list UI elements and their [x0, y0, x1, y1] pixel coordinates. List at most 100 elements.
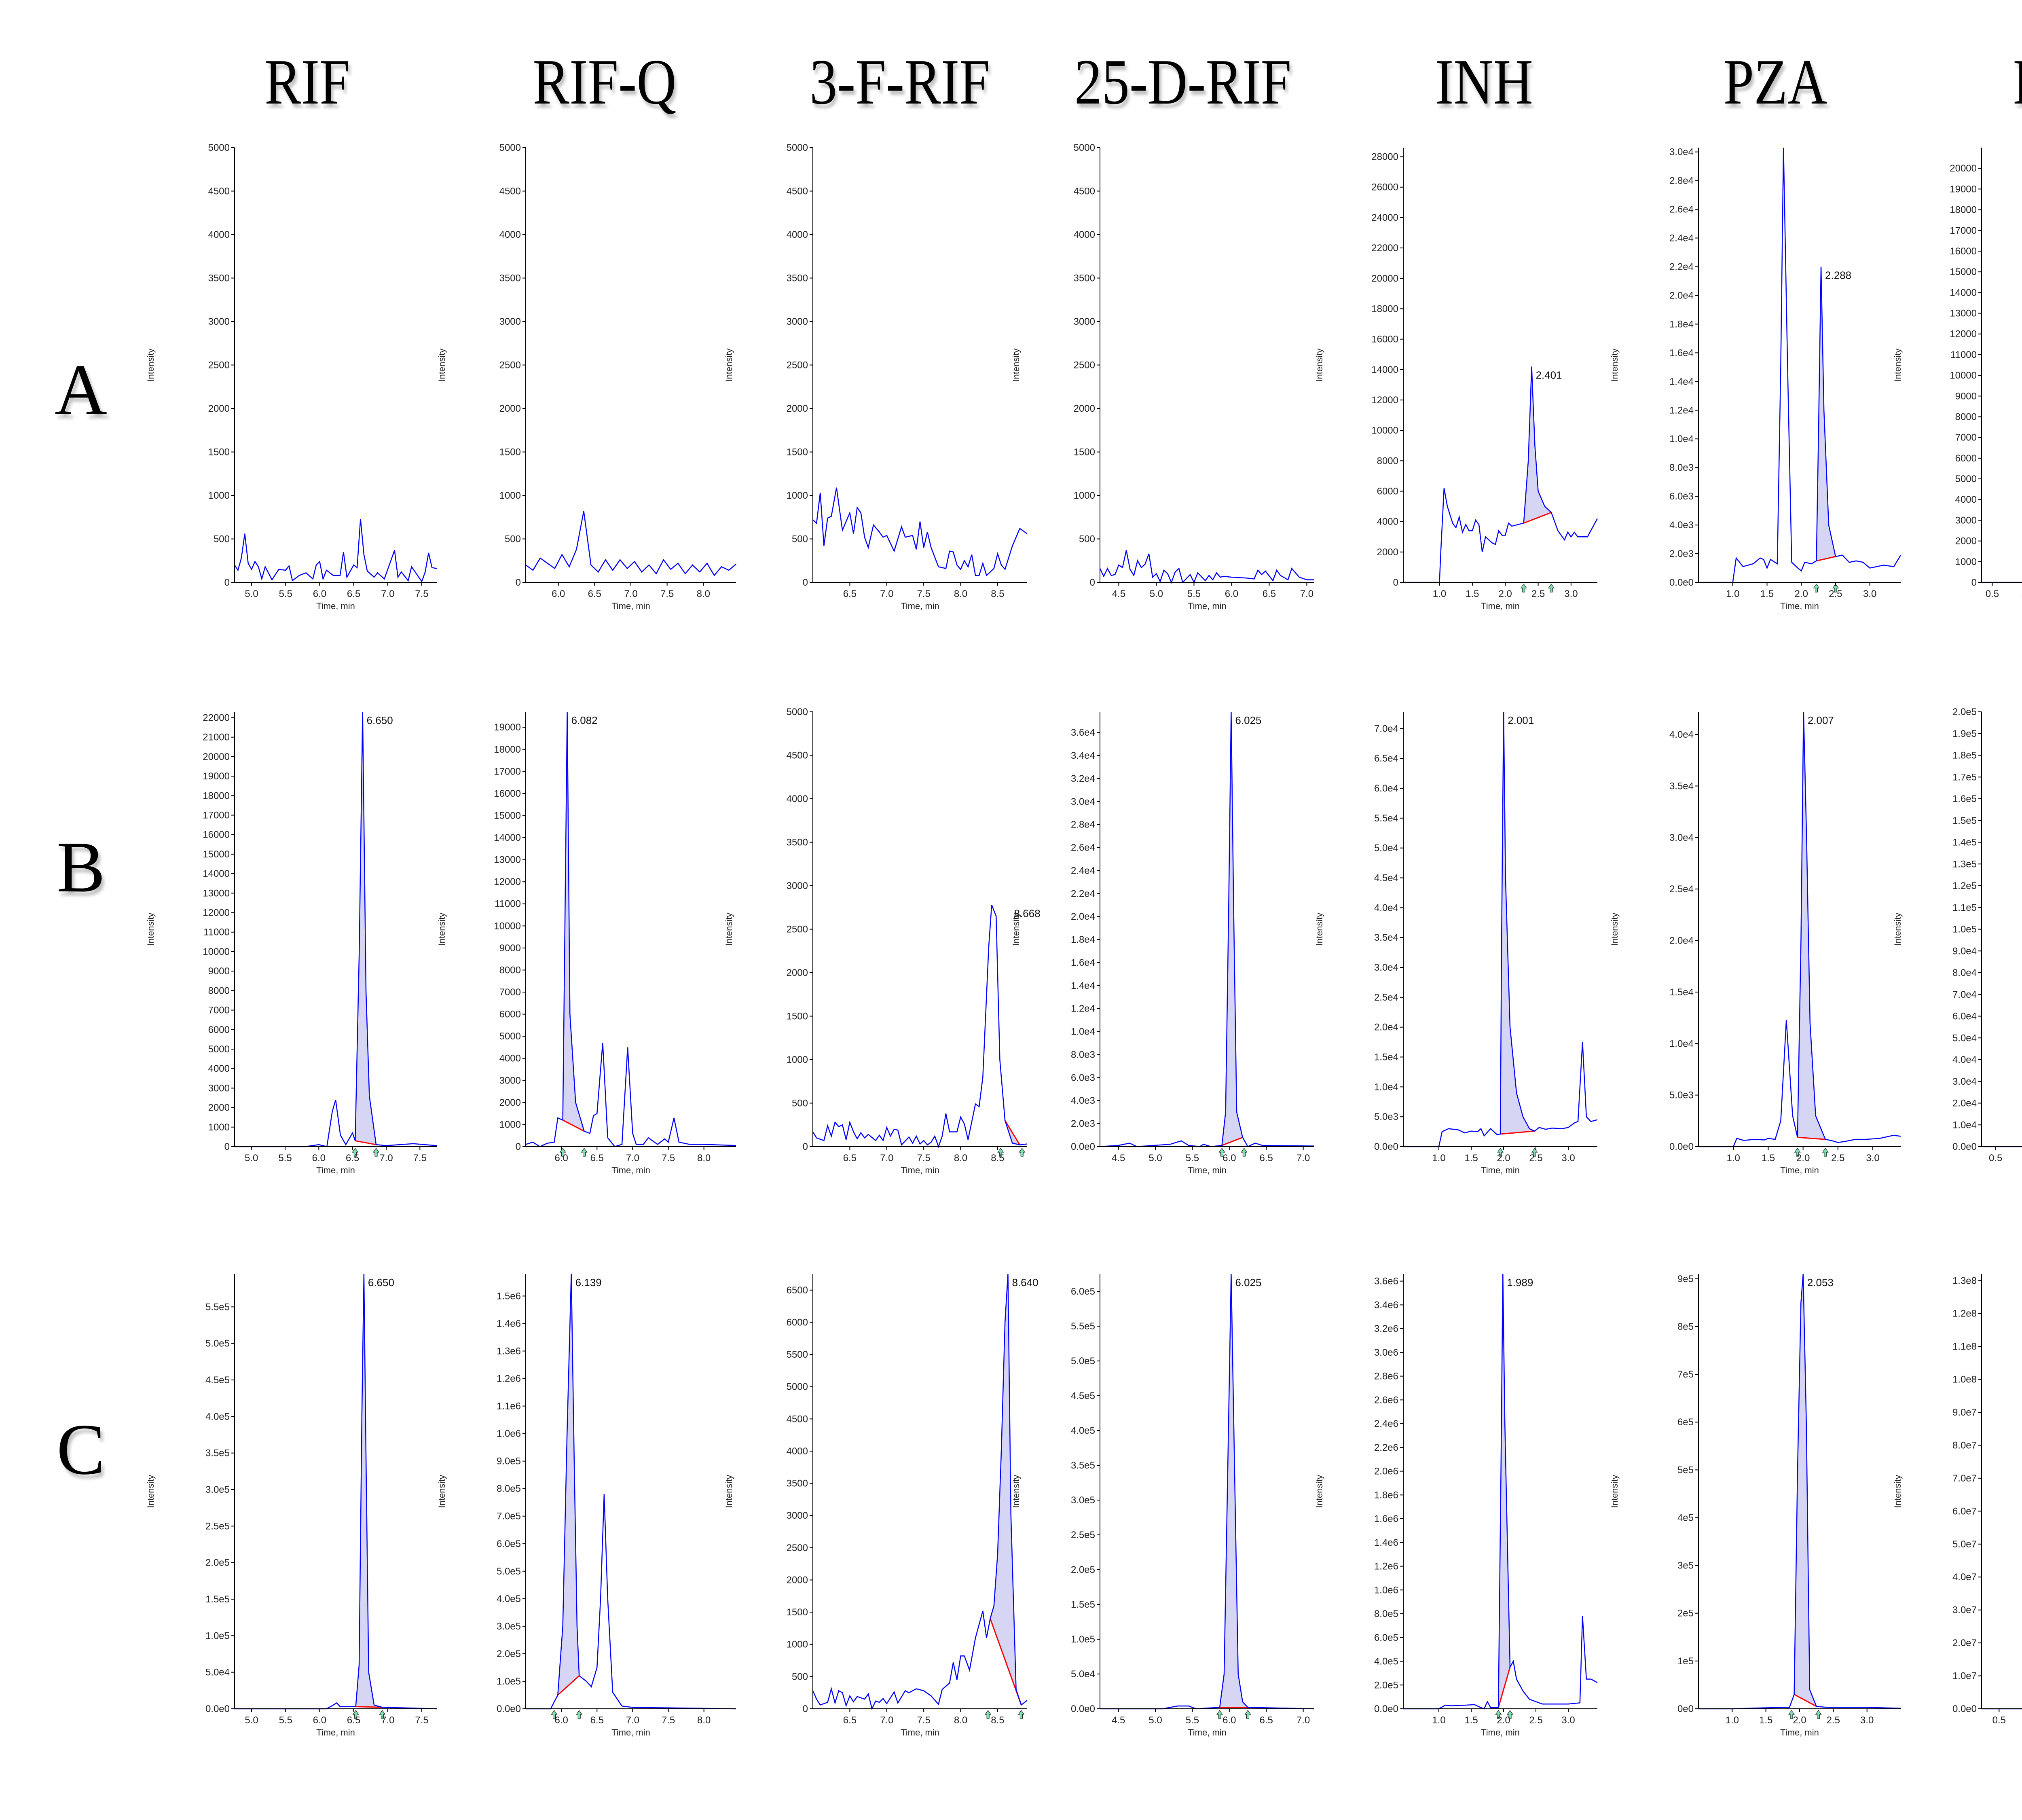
- svg-text:6.0e3: 6.0e3: [1071, 1072, 1095, 1083]
- svg-text:6.5: 6.5: [843, 588, 857, 599]
- svg-text:9e5: 9e5: [1677, 1274, 1694, 1285]
- svg-text:5.0: 5.0: [245, 1715, 258, 1726]
- svg-text:Intensity: Intensity: [146, 913, 156, 946]
- svg-text:1000: 1000: [1074, 490, 1095, 501]
- svg-text:5.0e3: 5.0e3: [1669, 1090, 1694, 1101]
- svg-text:Intensity: Intensity: [724, 349, 734, 382]
- svg-text:1.0e5: 1.0e5: [1952, 924, 1977, 935]
- svg-text:5000: 5000: [499, 1031, 521, 1042]
- svg-text:7.0: 7.0: [379, 1153, 393, 1164]
- svg-text:2.2e4: 2.2e4: [1669, 261, 1694, 272]
- svg-text:5e5: 5e5: [1677, 1464, 1694, 1475]
- svg-text:1000: 1000: [787, 1054, 808, 1065]
- svg-text:22000: 22000: [1371, 243, 1398, 254]
- svg-text:5.0: 5.0: [245, 1153, 258, 1164]
- svg-text:1.4e4: 1.4e4: [1071, 980, 1095, 991]
- svg-text:2500: 2500: [208, 360, 230, 371]
- svg-text:8.0: 8.0: [954, 1153, 967, 1164]
- svg-text:4.0e3: 4.0e3: [1071, 1095, 1095, 1106]
- svg-text:0.0e0: 0.0e0: [497, 1704, 521, 1714]
- row-label-c: C: [56, 1409, 106, 1490]
- svg-text:0.0e0: 0.0e0: [1071, 1141, 1095, 1152]
- svg-text:3.2e6: 3.2e6: [1374, 1323, 1398, 1334]
- svg-text:0.0e0: 0.0e0: [205, 1704, 230, 1714]
- svg-text:3.0e6: 3.0e6: [1374, 1347, 1398, 1358]
- svg-text:4000: 4000: [208, 1063, 230, 1074]
- svg-text:10000: 10000: [494, 921, 521, 931]
- svg-text:2.5: 2.5: [1829, 588, 1842, 599]
- svg-text:Time, min: Time, min: [1188, 1727, 1227, 1737]
- svg-text:8.5: 8.5: [991, 1153, 1004, 1164]
- svg-text:3.0: 3.0: [1561, 1153, 1575, 1164]
- svg-text:15000: 15000: [203, 849, 230, 860]
- svg-text:3.6e4: 3.6e4: [1071, 727, 1095, 738]
- svg-text:2.0e7: 2.0e7: [1952, 1638, 1977, 1649]
- svg-text:9.0e5: 9.0e5: [497, 1456, 521, 1467]
- chromatogram-b-pza: 0.0e0 5.0e3 1.0e4 1.5e4 2.0e4 2.5e4 3.0e4 3.5e4…: [1593, 688, 1917, 1213]
- svg-text:5.0: 5.0: [1150, 588, 1163, 599]
- svg-text:12000: 12000: [203, 908, 230, 918]
- svg-text:5.5: 5.5: [279, 1715, 292, 1726]
- chromatogram-a-pza: 0.0e0 2.0e3 4.0e3 6.0e3 8.0e3 1.0e4 1.2e4 1.4e4…: [1593, 123, 1917, 649]
- svg-text:3.0: 3.0: [1860, 1715, 1874, 1726]
- svg-text:20000: 20000: [1950, 163, 1977, 174]
- svg-text:500: 500: [792, 1098, 808, 1109]
- svg-text:5.0e5: 5.0e5: [497, 1566, 521, 1577]
- svg-text:Time, min: Time, min: [1188, 601, 1227, 611]
- chromatogram-c-3-f-rif: 0 500 1000 1500 2000 2500 3000 3500 4000 4500 5000…: [708, 1250, 1043, 1776]
- svg-text:6.139: 6.139: [575, 1276, 602, 1289]
- svg-text:1500: 1500: [208, 447, 230, 458]
- svg-text:2000: 2000: [499, 403, 521, 414]
- svg-text:1000: 1000: [499, 490, 521, 501]
- svg-text:1.4e6: 1.4e6: [497, 1318, 521, 1329]
- svg-text:2.6e6: 2.6e6: [1374, 1395, 1398, 1405]
- svg-text:1.2e6: 1.2e6: [1374, 1561, 1398, 1572]
- svg-text:1.2e6: 1.2e6: [497, 1373, 521, 1384]
- svg-text:2500: 2500: [787, 1543, 808, 1553]
- svg-text:15000: 15000: [1950, 267, 1977, 277]
- svg-text:Time, min: Time, min: [1780, 1727, 1819, 1737]
- svg-text:7.5: 7.5: [415, 588, 428, 599]
- svg-text:3.5e5: 3.5e5: [205, 1448, 230, 1459]
- svg-text:2.5: 2.5: [1529, 1715, 1542, 1726]
- chromatogram-a-rif: 0 500 1000 1500 2000 2500 3000 3500 4000 4500 5000…: [129, 123, 453, 649]
- svg-text:2.0e4: 2.0e4: [1071, 911, 1095, 922]
- svg-text:Time, min: Time, min: [316, 601, 355, 611]
- svg-text:18000: 18000: [1371, 303, 1398, 314]
- svg-text:1.9e5: 1.9e5: [1952, 728, 1977, 739]
- svg-text:1000: 1000: [208, 490, 230, 501]
- svg-text:0: 0: [516, 1141, 521, 1152]
- svg-text:6.5: 6.5: [346, 1153, 359, 1164]
- svg-text:6.5e4: 6.5e4: [1374, 753, 1398, 764]
- svg-text:1.5: 1.5: [1466, 588, 1479, 599]
- svg-text:5000: 5000: [787, 1382, 808, 1393]
- svg-text:3000: 3000: [499, 316, 521, 327]
- svg-text:24000: 24000: [1371, 212, 1398, 223]
- svg-text:6500: 6500: [787, 1285, 808, 1296]
- svg-text:Intensity: Intensity: [1011, 349, 1021, 382]
- svg-text:6.650: 6.650: [367, 714, 393, 726]
- chromatogram-b-3-f-rif: 0 500 1000 1500 2000 2500 3000 3500 4000 4500 5000…: [708, 688, 1043, 1213]
- svg-text:0.0e0: 0.0e0: [1669, 577, 1694, 588]
- svg-text:2000: 2000: [208, 403, 230, 414]
- svg-text:14000: 14000: [203, 868, 230, 879]
- svg-text:5.0: 5.0: [1148, 1153, 1162, 1164]
- chromatogram-c-rif-q: 0.0e0 1.0e5 2.0e5 3.0e5 4.0e5 5.0e5 6.0e5 7.0e5…: [421, 1250, 752, 1776]
- column-header-25-d-rif: 25-D-RIF: [1074, 46, 1292, 118]
- svg-text:4.0e5: 4.0e5: [1071, 1425, 1095, 1436]
- svg-text:6.650: 6.650: [368, 1276, 394, 1289]
- svg-text:Time, min: Time, min: [611, 1165, 650, 1175]
- svg-text:Time, min: Time, min: [1188, 1165, 1227, 1175]
- svg-text:19000: 19000: [203, 771, 230, 782]
- svg-text:0.5: 0.5: [1989, 1153, 2002, 1164]
- svg-text:4000: 4000: [1074, 229, 1095, 240]
- svg-text:1.1e6: 1.1e6: [497, 1401, 521, 1412]
- svg-text:1.0: 1.0: [1726, 1715, 1739, 1726]
- svg-text:Time, min: Time, min: [1481, 1727, 1520, 1737]
- svg-text:11000: 11000: [495, 899, 521, 910]
- svg-text:1.5: 1.5: [1464, 1153, 1478, 1164]
- svg-text:2.0e4: 2.0e4: [1374, 1022, 1398, 1033]
- svg-text:0.0e0: 0.0e0: [1952, 1704, 1977, 1714]
- svg-text:6.5: 6.5: [1263, 588, 1276, 599]
- svg-text:10000: 10000: [203, 946, 230, 957]
